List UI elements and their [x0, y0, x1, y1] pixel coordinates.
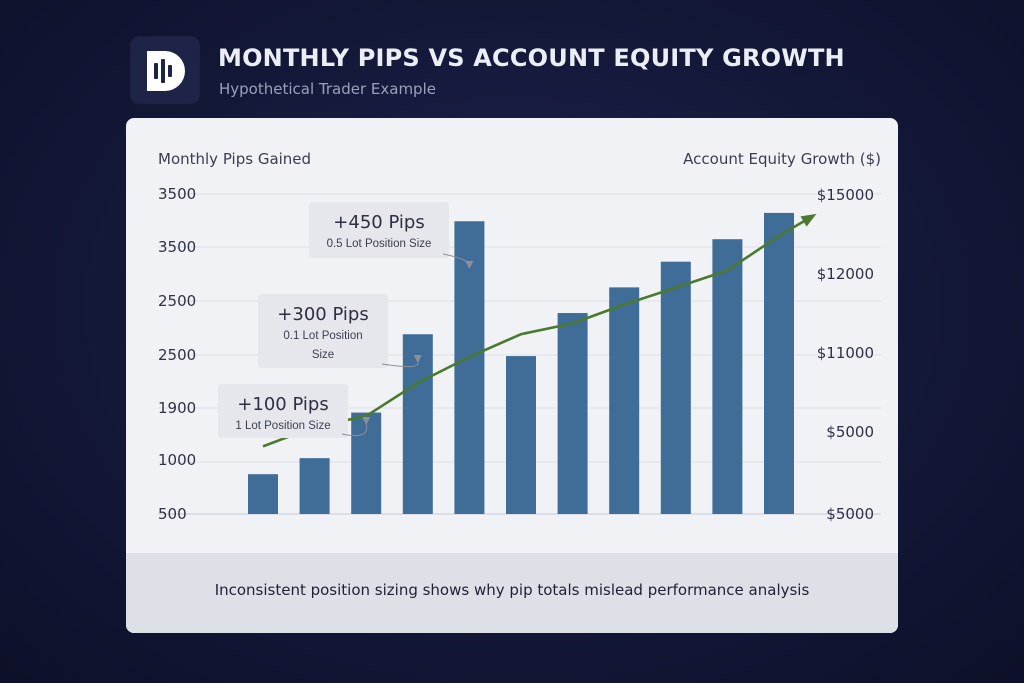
- left-tick-label: 2500: [158, 292, 196, 310]
- annotation-title: +300 Pips: [277, 304, 368, 325]
- logo: [131, 37, 199, 103]
- equity-line: [262, 214, 814, 448]
- right-axis-label: Account Equity Growth ($): [683, 150, 881, 168]
- bar: [764, 212, 794, 514]
- annotation-subtitle: 0.1 Lot Position: [283, 330, 362, 342]
- left-tick-label: 1900: [158, 399, 196, 417]
- left-axis-ticks: 500 1000 1900 2500 2500 3500 3500: [158, 185, 196, 523]
- annotation: +300 Pips 0.1 Lot Position Size: [258, 294, 422, 368]
- left-axis-label: Monthly Pips Gained: [158, 150, 311, 168]
- bar-series: [248, 212, 794, 515]
- annotation: +450 Pips 0.5 Lot Position Size: [309, 202, 474, 269]
- bar: [299, 458, 330, 514]
- footer-bar: [126, 553, 898, 633]
- annotation-subtitle: 1 Lot Position Size: [235, 420, 330, 432]
- right-tick-label: $5000: [826, 505, 874, 523]
- annotation-arrowhead: [413, 355, 422, 363]
- left-tick-label: 1000: [158, 451, 196, 469]
- annotation-box: [258, 294, 388, 368]
- right-tick-label: $11000: [817, 344, 874, 362]
- annotation-box: [218, 384, 348, 438]
- equity-line-arrow: [800, 213, 817, 227]
- left-tick-label: 3500: [158, 185, 196, 203]
- annotation-leader: [381, 361, 419, 368]
- annotation-box: [309, 202, 449, 258]
- bar: [506, 356, 536, 514]
- left-tick-label: 3500: [158, 238, 196, 256]
- equity-line-series: [262, 213, 817, 448]
- left-tick-label: 500: [158, 505, 187, 523]
- right-tick-label: $12000: [817, 265, 874, 283]
- annotation: +100 Pips 1 Lot Position Size: [218, 384, 371, 438]
- bar: [660, 261, 691, 514]
- annotation-leader: [341, 423, 368, 437]
- annotation-subtitle: 0.5 Lot Position Size: [327, 238, 432, 250]
- footer-caption: Inconsistent position sizing shows why p…: [214, 581, 810, 599]
- bar: [609, 287, 640, 514]
- bar: [557, 313, 588, 514]
- bar-chart-logo-icon: [147, 51, 185, 91]
- annotation-arrowhead: [362, 417, 371, 425]
- chart-card: Monthly Pips Gained Account Equity Growt…: [126, 118, 898, 633]
- annotations: +100 Pips 1 Lot Position Size +300 Pips 0.1…: [218, 202, 474, 438]
- bar: [712, 239, 743, 514]
- right-axis-ticks: $5000 $5000 $11000 $12000 $15000: [817, 186, 874, 523]
- left-tick-label: 2500: [158, 346, 196, 364]
- annotation-arrowhead: [465, 261, 474, 269]
- bar: [454, 221, 485, 515]
- annotation-title: +100 Pips: [237, 394, 328, 415]
- right-tick-label: $15000: [817, 186, 874, 204]
- page-subtitle: Hypothetical Trader Example: [219, 80, 436, 98]
- chart: Monthly Pips Gained Account Equity Growt…: [158, 150, 881, 523]
- annotation-title: +450 Pips: [333, 212, 424, 233]
- page-title: MONTHLY PIPS VS ACCOUNT EQUITY GROWTH: [218, 44, 845, 72]
- annotation-subtitle: Size: [312, 349, 334, 361]
- right-tick-label: $5000: [826, 423, 874, 441]
- bar: [248, 474, 278, 514]
